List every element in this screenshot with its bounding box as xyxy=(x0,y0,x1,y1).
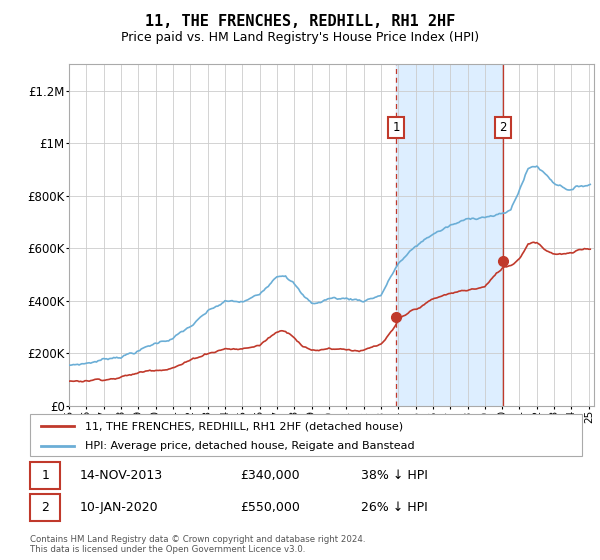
Text: 14-NOV-2013: 14-NOV-2013 xyxy=(80,469,163,482)
Text: 38% ↓ HPI: 38% ↓ HPI xyxy=(361,469,428,482)
Text: 26% ↓ HPI: 26% ↓ HPI xyxy=(361,501,428,514)
Bar xyxy=(30,494,61,521)
Text: £340,000: £340,000 xyxy=(240,469,299,482)
Text: 11, THE FRENCHES, REDHILL, RH1 2HF: 11, THE FRENCHES, REDHILL, RH1 2HF xyxy=(145,14,455,29)
Text: 2: 2 xyxy=(41,501,49,514)
Text: HPI: Average price, detached house, Reigate and Banstead: HPI: Average price, detached house, Reig… xyxy=(85,441,415,451)
Text: 1: 1 xyxy=(392,121,400,134)
Text: £550,000: £550,000 xyxy=(240,501,299,514)
Text: 10-JAN-2020: 10-JAN-2020 xyxy=(80,501,158,514)
Bar xyxy=(30,462,61,489)
Text: Price paid vs. HM Land Registry's House Price Index (HPI): Price paid vs. HM Land Registry's House … xyxy=(121,31,479,44)
Text: 11, THE FRENCHES, REDHILL, RH1 2HF (detached house): 11, THE FRENCHES, REDHILL, RH1 2HF (deta… xyxy=(85,421,403,431)
Text: 2: 2 xyxy=(499,121,506,134)
Bar xyxy=(396,64,503,406)
Text: Contains HM Land Registry data © Crown copyright and database right 2024.
This d: Contains HM Land Registry data © Crown c… xyxy=(30,535,365,554)
Text: 1: 1 xyxy=(41,469,49,482)
